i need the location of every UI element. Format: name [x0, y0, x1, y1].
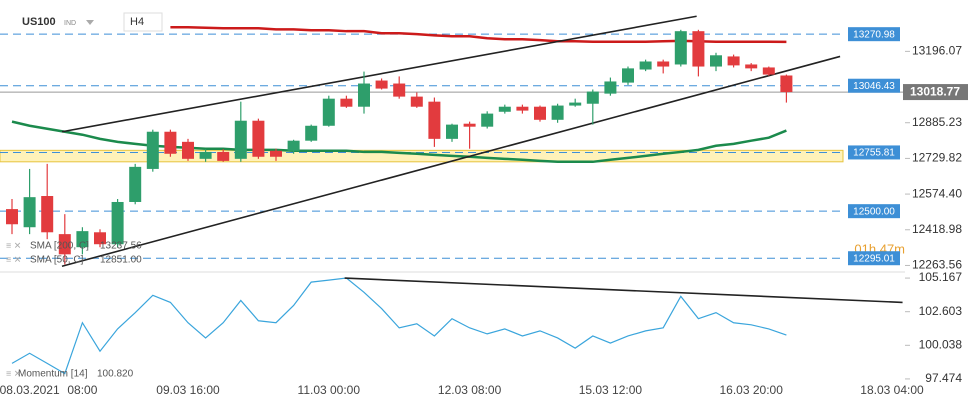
support-zone	[0, 149, 844, 163]
y-tick-label: 102.603	[919, 304, 963, 318]
candle-body	[393, 83, 406, 97]
candle-body	[481, 113, 494, 127]
x-tick-label: 18.03 04:00	[860, 383, 924, 397]
candle-body	[446, 124, 458, 139]
y-tick-label: 12263.56	[912, 258, 962, 272]
legend-name: SMA [50, C]	[30, 255, 84, 266]
timeframe: H4	[130, 16, 144, 28]
legend-icon: ≡ ✕	[6, 254, 21, 264]
trendline	[344, 277, 903, 304]
candle-body	[727, 56, 740, 66]
candle-body	[322, 98, 335, 126]
timeframe-box[interactable]	[123, 12, 163, 32]
candle-body	[287, 140, 300, 151]
candle-body	[23, 197, 36, 228]
level-label: 13046.43	[853, 81, 895, 92]
momentum-line	[11, 277, 787, 375]
current-price-label: 13018.77	[910, 85, 960, 99]
x-tick-label: 08:00	[67, 383, 97, 397]
y-tick-label: 100.038	[919, 337, 963, 351]
candle-body	[41, 196, 54, 233]
candle-body	[410, 96, 423, 107]
candle-body	[622, 68, 634, 83]
candle-body	[534, 106, 546, 120]
legend-icon: ≡ ✕	[6, 368, 21, 378]
market: IND	[64, 20, 76, 27]
legend-value: 100.820	[97, 369, 134, 380]
legend-value: 13237.56	[100, 241, 142, 252]
trendline	[61, 55, 841, 268]
legend-icon: ≡ ✕	[6, 240, 21, 250]
candle-body	[305, 125, 318, 141]
candle-body	[270, 150, 282, 157]
candle-body	[639, 61, 652, 70]
level-label-box	[848, 145, 900, 160]
x-tick-label: 15.03 12:00	[579, 383, 643, 397]
legend-name: SMA [200, C]	[30, 241, 89, 252]
candle-body	[586, 91, 599, 104]
candle-body	[252, 120, 265, 157]
level-label-box	[848, 251, 900, 266]
candle-body	[375, 80, 388, 89]
candle-body	[516, 106, 529, 111]
candle-body	[111, 201, 124, 245]
dropdown-arrow[interactable]	[86, 20, 94, 25]
x-tick-label: 12.03 08:00	[438, 383, 502, 397]
level-label: 12755.81	[853, 148, 895, 159]
candle-body	[164, 131, 177, 154]
x-tick-label: 16.03 20:00	[719, 383, 783, 397]
current-price-box	[903, 84, 968, 101]
candle-body	[340, 98, 353, 107]
y-tick-label: 97.474	[925, 371, 962, 385]
y-tick-label: 13196.07	[912, 44, 962, 58]
candle-body	[780, 75, 793, 93]
level-label-box	[848, 27, 900, 42]
candle-body	[6, 209, 18, 225]
sma-line	[11, 120, 787, 164]
candle-body	[199, 151, 212, 159]
candle-body	[692, 31, 705, 67]
candle-body	[76, 231, 89, 248]
candle-body	[604, 81, 617, 94]
candle-body	[146, 131, 159, 169]
candle-body	[58, 234, 71, 255]
candle-body	[569, 102, 582, 106]
level-label-box	[848, 78, 900, 93]
candle-body	[94, 232, 106, 245]
candle-body	[234, 120, 247, 159]
y-tick-label: 12418.98	[912, 222, 962, 236]
level-label: 12295.01	[853, 253, 895, 264]
legend-value: 12851.00	[100, 255, 142, 266]
y-tick-label: 12574.40	[912, 186, 962, 200]
candle-body	[217, 151, 230, 161]
candle-body	[182, 141, 194, 159]
level-label: 13270.98	[853, 29, 895, 40]
candle-body	[358, 83, 370, 107]
trendline	[61, 15, 697, 133]
candle-body	[762, 67, 775, 75]
candle-body	[551, 105, 564, 120]
level-label-box	[848, 204, 900, 219]
candle-body	[657, 61, 670, 67]
x-tick-label: 11.03 00:00	[298, 383, 361, 397]
x-tick-label: 08.03.2021	[0, 383, 60, 397]
candle-body	[463, 123, 476, 127]
candle-body	[745, 64, 758, 69]
candle-body	[428, 101, 441, 139]
level-label: 12500.00	[853, 206, 895, 217]
candle-body	[710, 55, 722, 67]
candle-body	[129, 166, 142, 202]
candle-body	[674, 31, 687, 65]
y-tick-label: 12885.23	[912, 115, 962, 129]
x-tick-label: 09.03 16:00	[156, 383, 220, 397]
header: US100 IND H4	[22, 12, 163, 32]
symbol: US100	[22, 16, 56, 28]
y-tick-label: 12729.82	[912, 151, 962, 165]
y-tick-label: 105.167	[919, 270, 963, 284]
candle-body	[498, 106, 511, 112]
legend-name: Momentum [14]	[18, 369, 88, 380]
